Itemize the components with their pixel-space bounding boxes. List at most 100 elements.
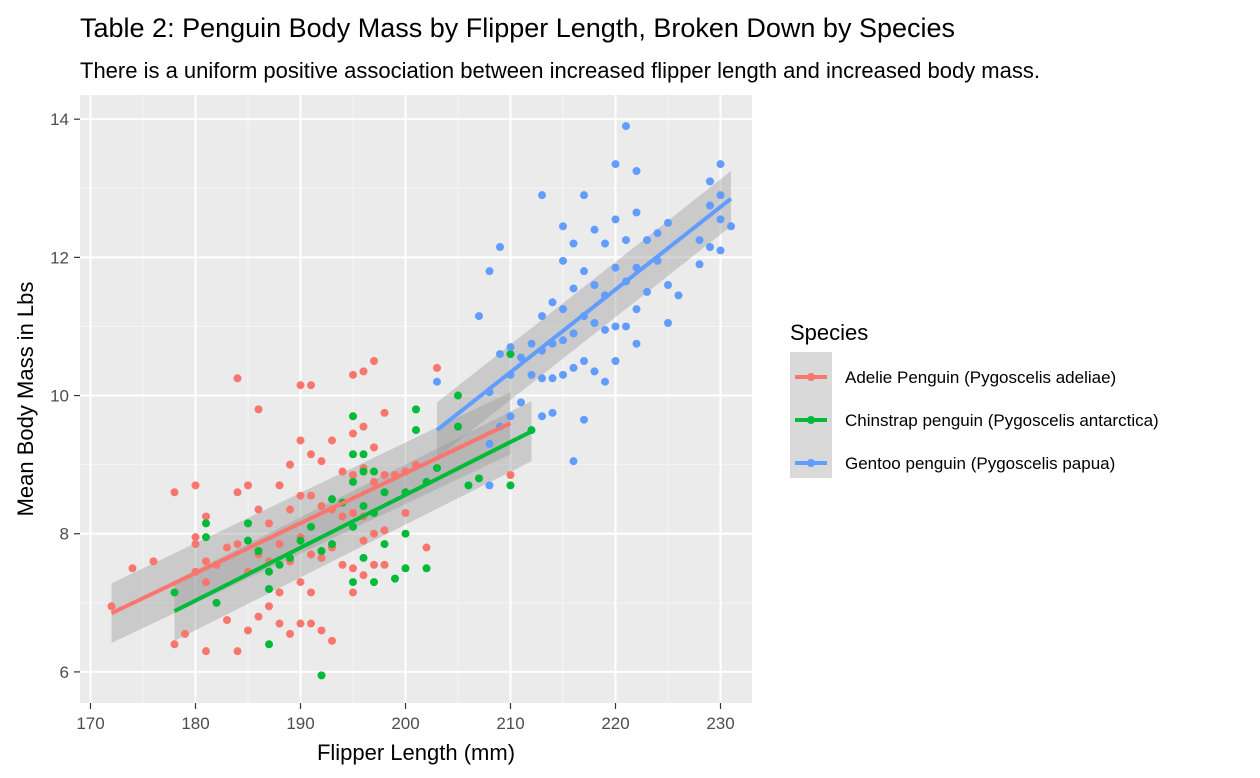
data-point-2	[601, 377, 609, 386]
data-point-1	[244, 519, 252, 528]
data-point-2	[496, 243, 504, 251]
data-point-1	[412, 426, 420, 435]
data-point-0	[202, 578, 210, 587]
data-point-2	[506, 343, 515, 352]
data-point-0	[359, 571, 368, 580]
data-point-0	[296, 436, 305, 445]
data-point-1	[359, 467, 368, 476]
data-point-1	[391, 574, 399, 583]
data-point-0	[370, 529, 378, 538]
data-point-2	[548, 298, 557, 307]
data-point-0	[359, 367, 368, 376]
data-point-0	[317, 457, 326, 466]
y-axis: 6 8 10 12 14	[50, 110, 80, 682]
data-point-0	[233, 488, 242, 497]
data-point-0	[317, 502, 326, 511]
data-point-2	[622, 236, 630, 245]
data-point-0	[244, 626, 252, 635]
data-point-2	[590, 281, 599, 289]
data-point-1	[212, 598, 221, 607]
data-point-0	[296, 578, 305, 587]
data-point-0	[275, 481, 284, 490]
data-point-0	[349, 588, 357, 597]
data-point-1	[265, 567, 273, 576]
fit-line-1	[173, 429, 533, 613]
data-point-0	[370, 560, 378, 569]
y-tick-label: 12	[50, 248, 69, 267]
data-point-2	[643, 287, 651, 296]
data-point-0	[401, 509, 410, 517]
data-point-0	[349, 429, 357, 438]
data-point-0	[307, 619, 315, 628]
data-point-1	[454, 391, 462, 400]
data-point-2	[601, 325, 609, 334]
data-point-1	[328, 495, 336, 504]
data-point-2	[695, 260, 704, 269]
data-point-2	[632, 208, 641, 217]
data-point-0	[202, 557, 210, 566]
data-point-2	[727, 222, 735, 231]
data-point-2	[643, 236, 651, 245]
data-point-2	[590, 367, 599, 376]
data-point-2	[527, 339, 536, 348]
data-point-0	[107, 602, 116, 611]
data-point-1	[370, 578, 378, 587]
data-point-2	[611, 263, 620, 272]
data-point-2	[716, 215, 725, 224]
data-point-1	[265, 640, 273, 649]
data-point-2	[590, 319, 599, 327]
data-point-1	[401, 529, 410, 538]
data-point-2	[517, 353, 525, 362]
data-point-2	[622, 322, 630, 331]
x-axis: 170 180 190 200 210 220 230	[76, 703, 735, 733]
data-point-0	[370, 477, 378, 486]
data-point-2	[433, 377, 441, 386]
data-point-2	[706, 243, 714, 251]
data-point-2	[580, 191, 588, 200]
data-point-0	[191, 481, 200, 490]
data-point-1	[349, 477, 357, 486]
y-tick-label: 8	[60, 525, 69, 544]
data-point-2	[664, 281, 672, 289]
data-point-0	[338, 560, 347, 569]
x-tick-label: 190	[286, 714, 314, 733]
data-point-0	[286, 629, 294, 638]
data-point-2	[559, 256, 567, 265]
legend-label-2: Gentoo penguin (Pygoscelis papua)	[845, 454, 1115, 473]
data-point-2	[632, 167, 641, 175]
data-points	[107, 122, 735, 680]
data-point-0	[307, 588, 315, 597]
data-point-0	[254, 505, 263, 514]
legend-key-point-0	[807, 373, 815, 381]
data-point-2	[485, 267, 494, 276]
data-point-0	[296, 619, 305, 628]
data-point-0	[359, 536, 368, 545]
data-point-2	[485, 481, 494, 490]
data-point-1	[464, 481, 473, 490]
data-point-2	[569, 457, 578, 466]
data-point-1	[265, 585, 273, 593]
data-point-0	[244, 481, 252, 490]
data-point-1	[454, 422, 462, 431]
data-point-0	[433, 363, 441, 372]
data-point-2	[569, 329, 578, 338]
y-tick-label: 10	[50, 387, 69, 406]
data-point-0	[170, 640, 179, 649]
plot-area	[80, 95, 752, 703]
data-point-2	[485, 439, 494, 448]
data-point-2	[611, 357, 620, 365]
data-point-0	[265, 519, 273, 528]
data-point-0	[307, 491, 315, 500]
data-point-1	[359, 553, 368, 562]
fit-line-0	[110, 421, 512, 615]
data-point-1	[275, 560, 284, 569]
data-point-1	[328, 540, 336, 549]
data-point-1	[307, 522, 315, 531]
data-point-2	[580, 415, 588, 424]
data-point-0	[296, 381, 305, 390]
data-point-2	[674, 291, 683, 300]
chart-title: Table 2: Penguin Body Mass by Flipper Le…	[80, 13, 955, 43]
data-point-2	[548, 408, 557, 417]
data-point-0	[338, 467, 347, 476]
